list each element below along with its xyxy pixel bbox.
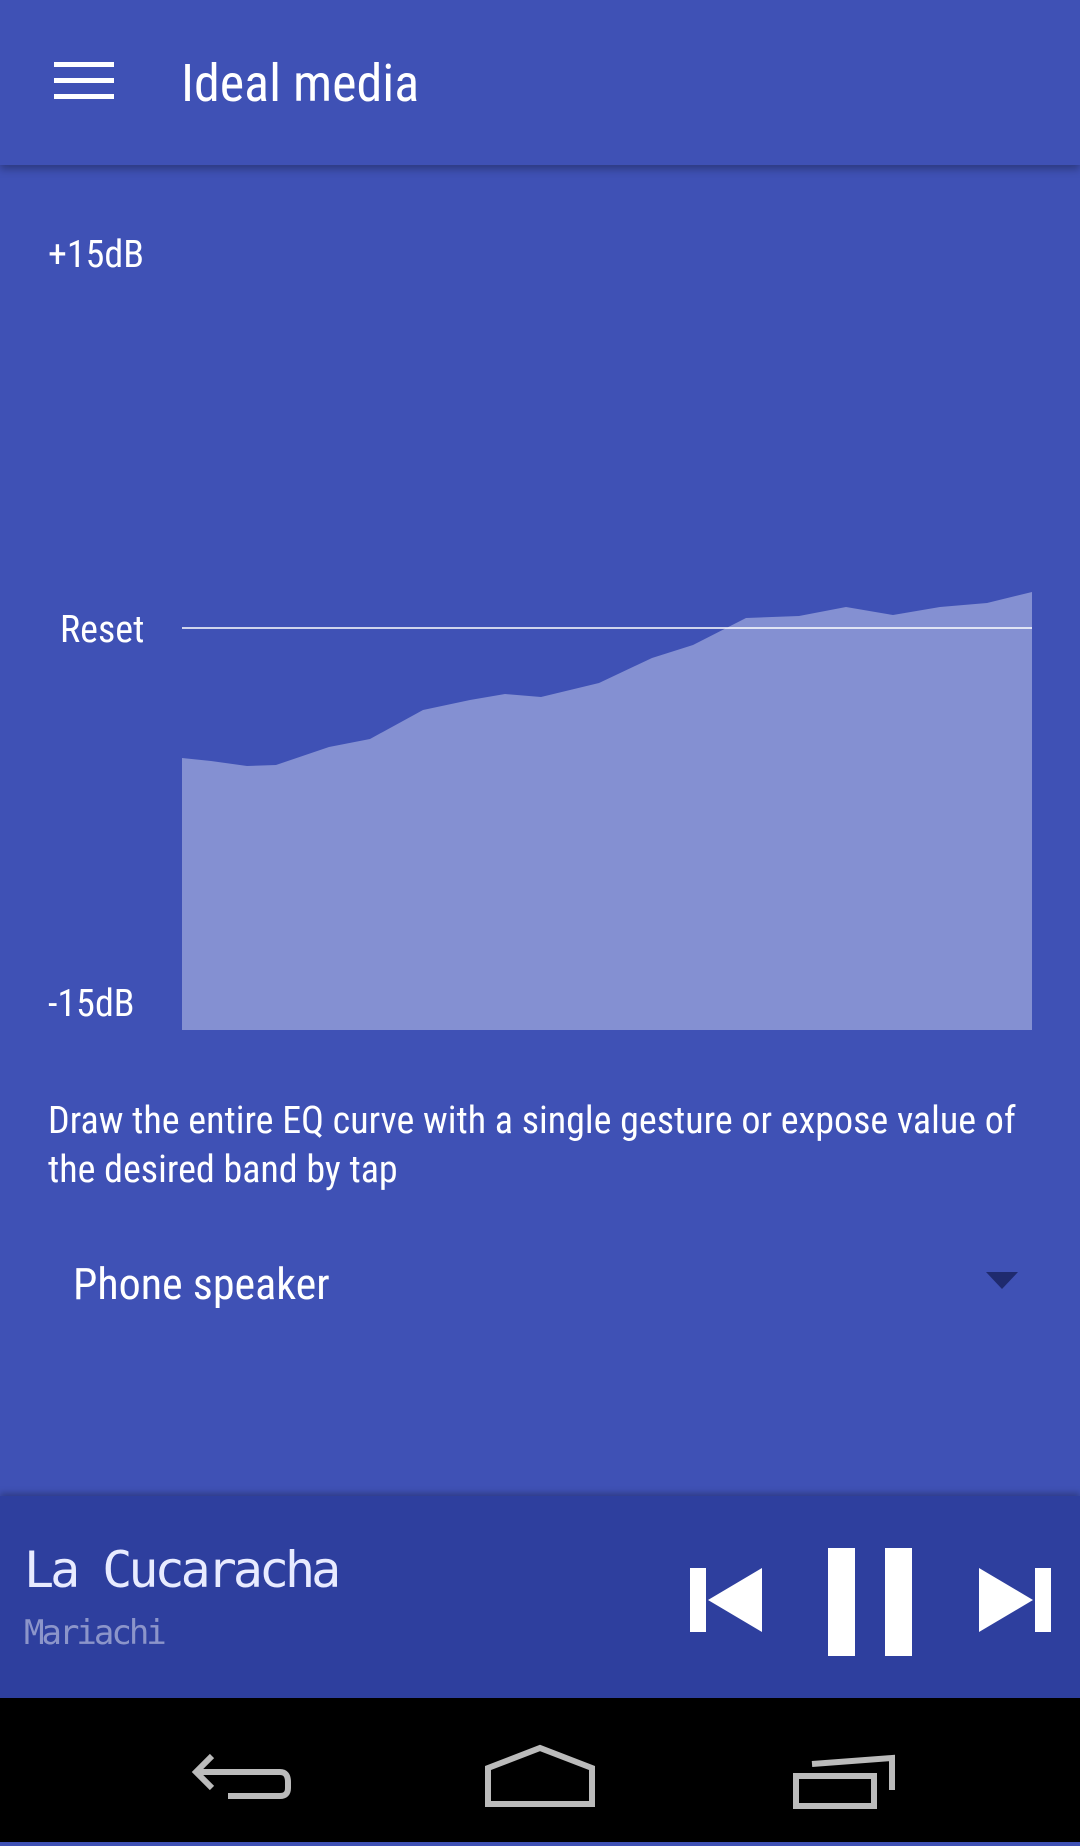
recents-button[interactable] xyxy=(793,1754,895,1809)
nav-bar xyxy=(0,1698,1080,1842)
player-bar xyxy=(0,1496,1080,1698)
track-title[interactable]: La Cucaracha xyxy=(24,1541,341,1599)
app-title: Ideal media xyxy=(181,53,420,114)
home-button[interactable] xyxy=(485,1744,595,1807)
back-button[interactable] xyxy=(191,1753,291,1799)
output-selector[interactable]: Phone speaker xyxy=(73,1258,330,1310)
next-button[interactable] xyxy=(979,1568,1051,1632)
pause-button[interactable] xyxy=(828,1548,912,1656)
app-bar: Ideal media xyxy=(0,0,1080,165)
track-artist: Mariachi xyxy=(24,1613,167,1653)
min-label: -15dB xyxy=(48,982,135,1026)
menu-button[interactable] xyxy=(54,62,116,102)
max-label: +15dB xyxy=(48,233,145,277)
eq-curve[interactable] xyxy=(0,0,1080,1100)
hint-text: Draw the entire EQ curve with a single g… xyxy=(48,1099,1016,1192)
reset-button[interactable]: Reset xyxy=(60,608,145,652)
nav-icons xyxy=(191,1744,895,1809)
player-controls xyxy=(690,1548,1051,1656)
previous-button[interactable] xyxy=(690,1568,762,1632)
dropdown-arrow[interactable] xyxy=(986,1272,1018,1290)
